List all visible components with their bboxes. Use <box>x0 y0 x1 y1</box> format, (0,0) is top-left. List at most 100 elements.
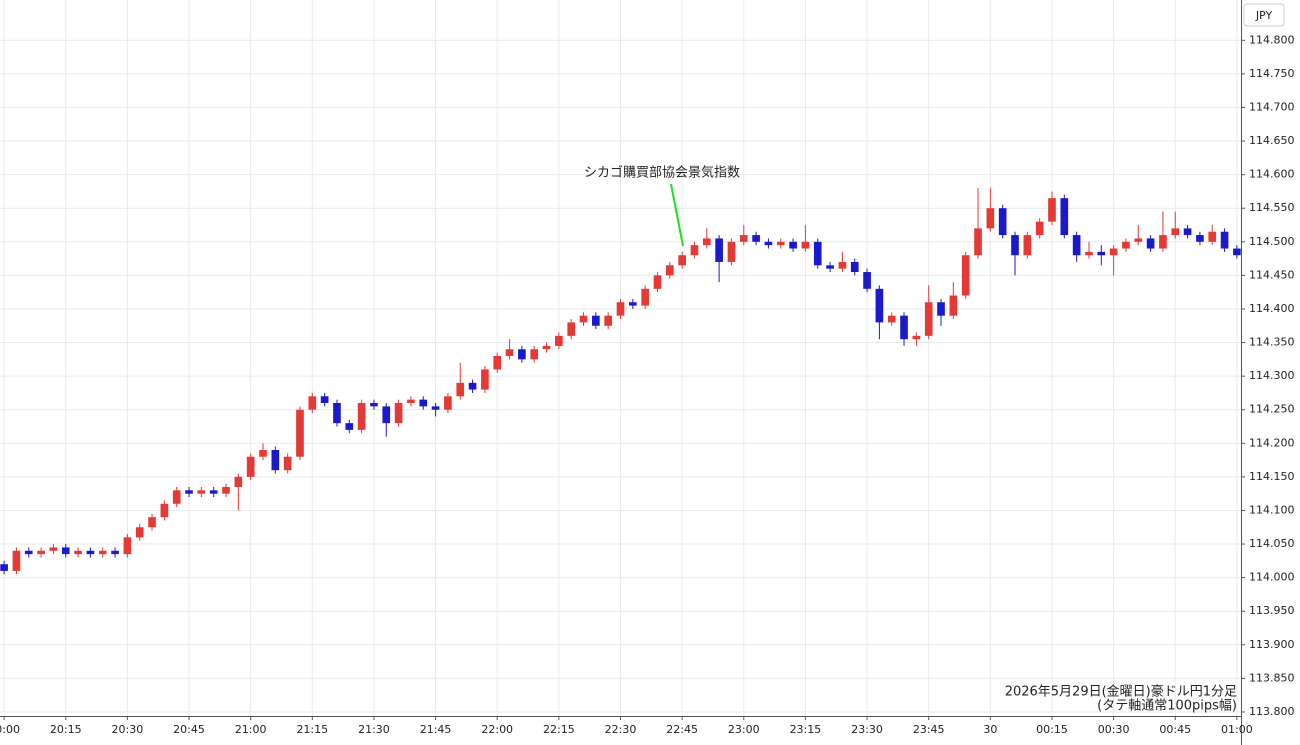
candle-body <box>641 288 649 306</box>
candle-body <box>986 208 995 229</box>
y-tick-label: 113.900 <box>1249 638 1295 651</box>
candle-body <box>813 241 822 266</box>
x-tick-label: 21:30 <box>358 723 390 736</box>
candle-body <box>283 456 292 471</box>
x-tick-label: 22:30 <box>605 723 637 736</box>
candle-body <box>887 315 896 323</box>
annotation: シカゴ購買部協会景気指数 <box>584 165 740 181</box>
candle-body <box>1159 235 1167 249</box>
candle-body <box>949 295 958 316</box>
candle-body <box>49 547 58 551</box>
y-tick-label: 114.000 <box>1249 571 1295 584</box>
candle-body <box>1220 231 1229 249</box>
candle-body <box>998 208 1007 236</box>
candle-body <box>86 550 95 555</box>
candle-body <box>407 399 415 404</box>
candle-body <box>271 450 280 471</box>
currency-box <box>1243 3 1285 27</box>
x-tick-label: 00:45 <box>1159 723 1191 736</box>
candle-body <box>727 241 736 262</box>
candle-body <box>320 396 329 404</box>
candle-body <box>1146 238 1155 249</box>
y-tick-label: 114.500 <box>1249 235 1295 248</box>
candle-body <box>61 547 70 555</box>
candle-body <box>123 537 132 555</box>
candle-body <box>394 403 403 424</box>
candle-body <box>1109 248 1118 256</box>
candle-body <box>961 255 970 296</box>
candle-body <box>542 345 551 350</box>
candle-body <box>530 349 539 360</box>
x-tick-label: 22:00 <box>481 723 513 736</box>
y-tick-label: 114.450 <box>1249 268 1295 281</box>
x-tick-label: 20:30 <box>112 723 144 736</box>
candle-body <box>1035 221 1044 236</box>
candle-body <box>764 241 773 246</box>
x-tick-label: 00:15 <box>1036 723 1068 736</box>
candle-body <box>1122 241 1130 249</box>
y-tick-label: 114.250 <box>1249 403 1295 416</box>
candle-body <box>715 238 723 262</box>
candle-body <box>1196 235 1204 242</box>
axes: 113.800 113.850 113.900 113.950 114.000 114.0… <box>0 33 1295 736</box>
candle-body <box>1097 251 1106 256</box>
caption-line: (タテ軸通常100pips幅) <box>1097 699 1237 714</box>
x-tick-label: 23:45 <box>913 723 945 736</box>
x-tick-label: 01:00 <box>1221 723 1253 736</box>
candle-body <box>678 255 686 266</box>
candle-body <box>456 382 465 397</box>
candle-body <box>382 406 391 424</box>
candle-body <box>24 550 33 555</box>
candle-body <box>739 235 748 242</box>
candle-body <box>838 261 847 269</box>
annotation-arrow <box>670 183 684 247</box>
candle-body <box>1011 235 1019 256</box>
candle-body <box>702 238 711 246</box>
candle-body <box>974 228 982 256</box>
candle-body <box>296 409 304 457</box>
candle-body <box>1134 238 1143 242</box>
caption-line: 2026年5月29日(金曜日)豪ドル円1分足 <box>1005 684 1237 700</box>
candle-body <box>148 517 156 528</box>
candle-body <box>172 490 181 504</box>
candle-body <box>209 490 218 494</box>
x-tick-label: 23:15 <box>790 723 822 736</box>
candle-body <box>259 450 267 457</box>
candle-body <box>1171 228 1180 236</box>
y-tick-label: 113.950 <box>1249 604 1295 617</box>
candle-body <box>826 265 834 269</box>
candle-body <box>629 302 637 306</box>
candle-body <box>111 550 119 555</box>
y-tick-label: 114.800 <box>1249 33 1295 46</box>
candle-body <box>863 272 871 289</box>
candle-body <box>357 403 366 430</box>
candle-body <box>567 322 576 336</box>
candle-body <box>493 355 502 370</box>
x-tick-label: 21:00 <box>235 723 267 736</box>
candle-body <box>0 564 8 571</box>
candle-body <box>1085 251 1093 256</box>
y-tick-label: 113.850 <box>1249 671 1295 684</box>
candle-body <box>222 486 230 494</box>
candle-body <box>604 315 612 326</box>
candle-body <box>912 335 921 340</box>
candle-body <box>1233 248 1241 256</box>
candle-body <box>308 396 317 410</box>
candle-body <box>185 490 193 494</box>
x-tick-label: 20:15 <box>50 723 82 736</box>
y-tick-label: 114.550 <box>1249 201 1295 214</box>
x-tick-label: 30 <box>983 723 997 736</box>
candle-body <box>505 349 514 356</box>
x-tick-label: 21:45 <box>420 723 452 736</box>
candle-body <box>468 382 477 390</box>
candle-body <box>653 275 662 289</box>
y-tick-label: 113.800 <box>1249 705 1295 718</box>
candle-body <box>1208 231 1217 242</box>
candle-body <box>690 245 699 256</box>
currency-label: JPY <box>1255 9 1273 22</box>
candle-body <box>444 396 452 410</box>
y-tick-label: 114.350 <box>1249 336 1295 349</box>
candle-body <box>1183 228 1192 236</box>
candle-body <box>518 349 526 360</box>
